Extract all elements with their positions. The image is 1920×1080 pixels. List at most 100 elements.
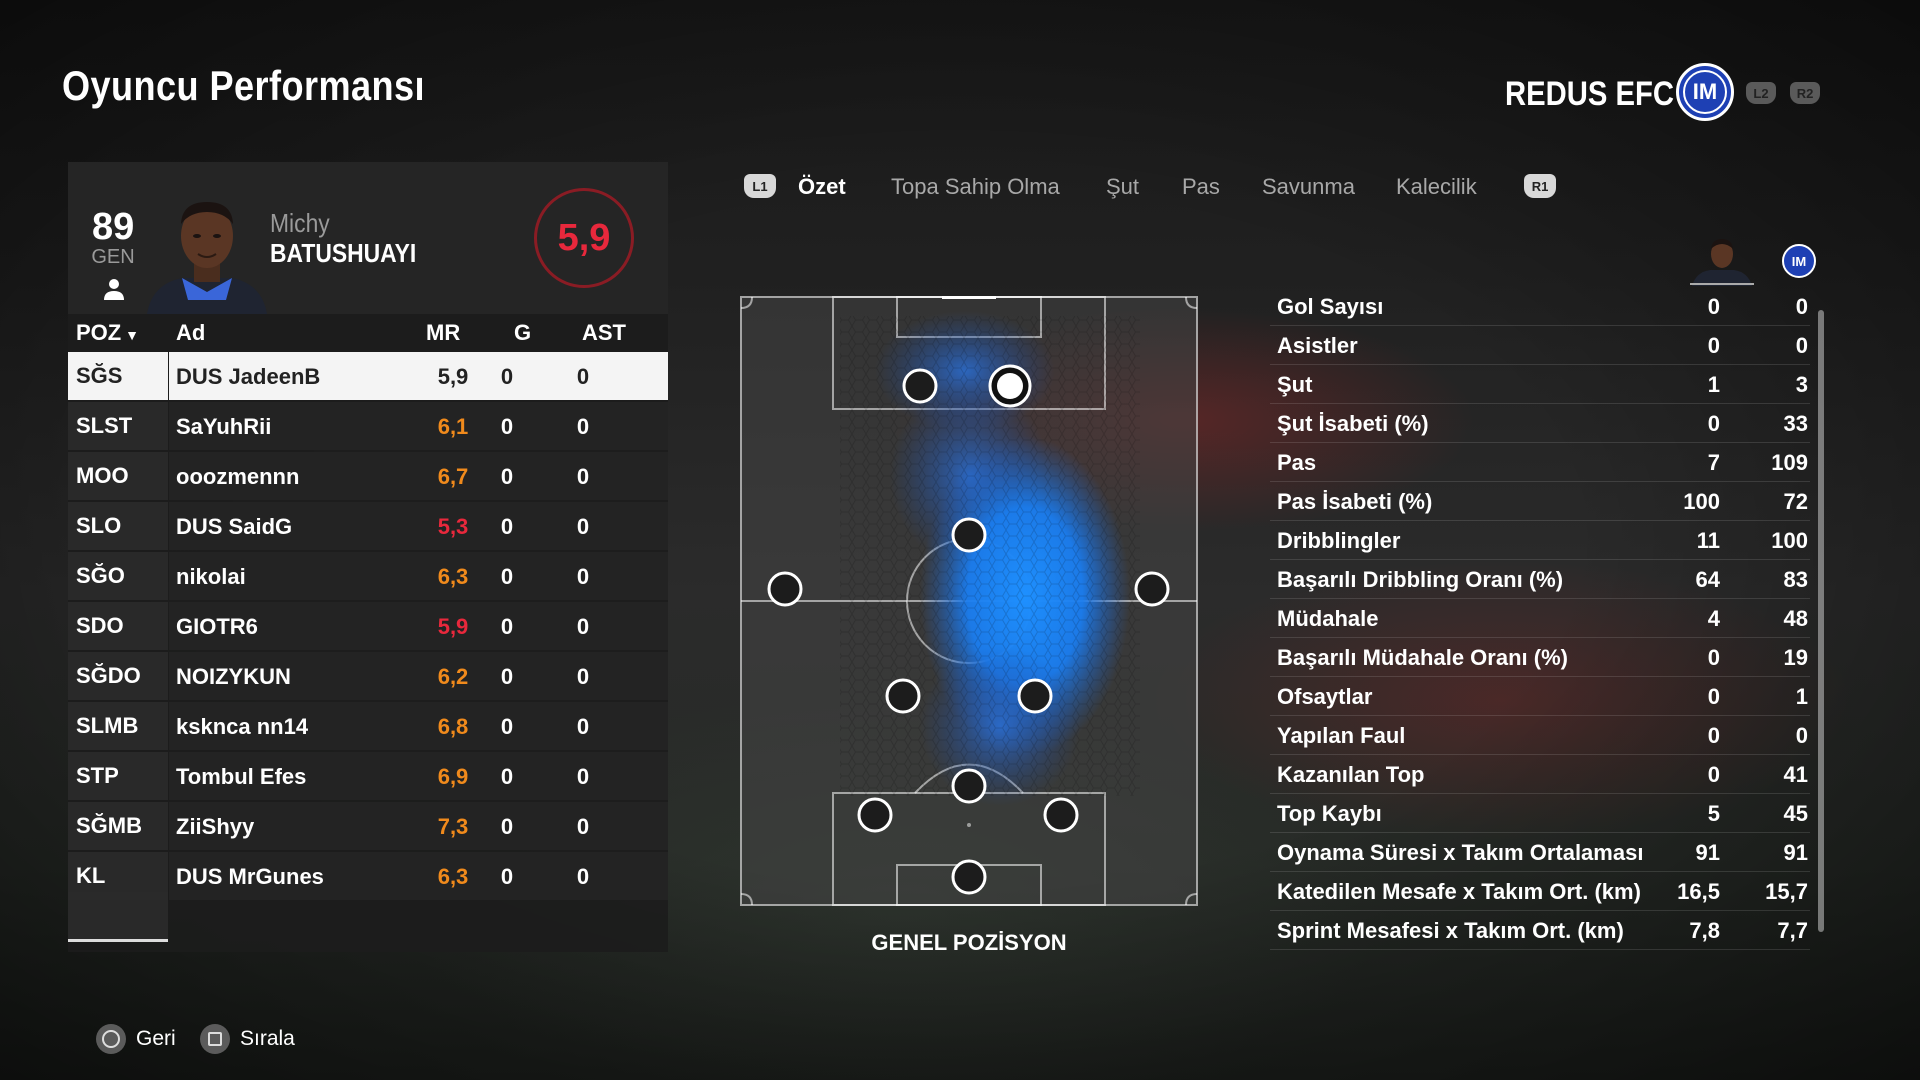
row-assists: 0 (576, 464, 590, 489)
row-goals: 0 (500, 564, 514, 589)
row-goals: 0 (500, 714, 514, 739)
table-row[interactable]: SDO GIOTR6 5,9 0 0 (68, 602, 668, 651)
row-player-name: NOIZYKUN (176, 664, 291, 689)
table-row[interactable]: STP Tombul Efes 6,9 0 0 (68, 752, 668, 801)
row-position: SĞO (68, 552, 168, 600)
row-assists: 0 (576, 664, 590, 689)
row-name-cell (169, 402, 668, 450)
row-name-cell (169, 652, 668, 700)
stat-team-value: 45 (1783, 801, 1808, 826)
stat-label: Pas İsabeti (%) (1277, 489, 1433, 514)
stats-scrollbar[interactable] (1818, 310, 1824, 932)
table-row[interactable]: SĞS DUS JadeenB 5,9 0 0 (68, 352, 668, 401)
row-player-name: ZiiShyy (176, 814, 255, 839)
back-button[interactable]: Geri (96, 1024, 176, 1054)
row-position: SLO (68, 502, 168, 550)
stat-team-value: 109 (1771, 450, 1808, 475)
row-position: SĞDO (68, 652, 168, 700)
table-row[interactable]: KL DUS MrGunes 6,3 0 0 (68, 852, 668, 901)
stat-team-value: 41 (1783, 762, 1808, 787)
stat-team-value: 7,7 (1777, 918, 1808, 943)
tab-kalecilik[interactable]: Kalecilik (1396, 174, 1477, 199)
stat-team-value: 3 (1795, 372, 1808, 397)
stat-player-value: 0 (1707, 684, 1720, 709)
stat-list: Gol Sayısı 0 0 Asistler 0 0 Şut 1 3 Şut İsabeti (… (1270, 287, 1810, 950)
row-match-rating: 6,2 (437, 664, 469, 689)
r1-button[interactable]: R1 (1524, 174, 1556, 198)
row-name-cell (169, 702, 668, 750)
circle-button-icon (96, 1024, 126, 1054)
row-match-rating: 5,3 (437, 514, 469, 539)
header-name[interactable]: Ad (176, 320, 206, 345)
stat-row: Katedilen Mesafe x Takım Ort. (km) 16,5 15… (1270, 872, 1810, 911)
team-badge-letters: IM (1683, 70, 1727, 114)
stat-row: Ofsaytlar 0 1 (1270, 677, 1810, 716)
sort-button[interactable]: Sırala (200, 1024, 295, 1054)
stat-player-value: 64 (1695, 567, 1720, 592)
header-pos[interactable]: POZ ▼ (76, 320, 139, 345)
table-row[interactable]: SLST SaYuhRii 6,1 0 0 (68, 402, 668, 451)
table-row[interactable]: MOO ooozmennn 6,7 0 0 (68, 452, 668, 501)
tab-savunma[interactable]: Savunma (1262, 174, 1355, 199)
stat-player-value: 0 (1707, 333, 1720, 358)
stat-team-value: 19 (1783, 645, 1808, 670)
stat-label: Müdahale (1277, 606, 1379, 631)
tab-topa-sahip-olma[interactable]: Topa Sahip Olma (891, 174, 1060, 199)
stat-label: Dribblingler (1277, 528, 1401, 553)
position-heatmap (740, 296, 1198, 906)
table-row[interactable]: SLMB ksknca nn14 6,8 0 0 (68, 702, 668, 751)
row-name-cell (169, 852, 668, 900)
row-match-rating: 6,7 (437, 464, 469, 489)
stat-player-value: 4 (1707, 606, 1720, 631)
stat-label: Sprint Mesafesi x Takım Ort. (km) (1277, 918, 1624, 943)
row-goals: 0 (500, 664, 514, 689)
table-row[interactable]: SĞMB ZiiShyy 7,3 0 0 (68, 802, 668, 851)
stat-player-value: 11 (1696, 528, 1720, 553)
stat-row: Asistler 0 0 (1270, 326, 1810, 365)
header-mr[interactable]: MR (426, 320, 461, 345)
player-header: 89 GEN Michy BATUSHUAYI 5,9 (68, 162, 668, 314)
l1-button[interactable]: L1 (744, 174, 776, 198)
team-column-icon: IM (1782, 244, 1816, 278)
stat-team-value: 1 (1795, 684, 1808, 709)
stat-label: Top Kaybı (1277, 801, 1382, 826)
stat-player-value: 0 (1707, 762, 1720, 787)
tab-pas[interactable]: Pas (1182, 174, 1220, 199)
stat-row: Oynama Süresi x Takım Ortalaması 91 91 (1270, 833, 1810, 872)
stat-row: Kazanılan Top 0 41 (1270, 755, 1810, 794)
table-row[interactable]: SĞO nikolai 6,3 0 0 (68, 552, 668, 601)
row-player-name: Tombul Efes (176, 764, 307, 789)
player-overall: 89 (92, 206, 135, 248)
row-match-rating: 6,3 (437, 864, 469, 889)
header-ast[interactable]: AST (582, 320, 626, 345)
row-position: STP (68, 752, 168, 800)
row-name-cell (169, 552, 668, 600)
table-row[interactable]: SĞDO NOIZYKUN 6,2 0 0 (68, 652, 668, 701)
stat-row: Sprint Mesafesi x Takım Ort. (km) 7,8 7,7 (1270, 911, 1810, 950)
stat-team-value: 0 (1795, 333, 1808, 358)
row-position: SDO (68, 602, 168, 650)
tab-sut[interactable]: Şut (1106, 174, 1140, 199)
row-name-cell (169, 602, 668, 650)
stat-player-value: 7,8 (1689, 918, 1720, 943)
stat-player-value: 0 (1707, 411, 1720, 436)
stat-row: Başarılı Müdahale Oranı (%) 0 19 (1270, 638, 1810, 677)
sort-down-icon: ▼ (121, 327, 139, 343)
stat-player-value: 0 (1707, 723, 1720, 748)
r2-button[interactable]: R2 (1790, 82, 1820, 104)
row-player-name: DUS JadeenB (176, 364, 321, 389)
tab-ozet[interactable]: Özet (798, 174, 846, 199)
row-position: SLMB (68, 702, 168, 750)
player-last-name: BATUSHUAYI (270, 238, 417, 268)
stat-label: Başarılı Müdahale Oranı (%) (1277, 645, 1568, 670)
stat-team-value: 48 (1783, 606, 1808, 631)
header-g[interactable]: G (514, 320, 532, 345)
table-row[interactable]: SLO DUS SaidG 5,3 0 0 (68, 502, 668, 551)
stat-player-value: 16,5 (1677, 879, 1720, 904)
stat-player-value: 7 (1707, 450, 1720, 475)
row-assists: 0 (576, 564, 590, 589)
stat-row: Gol Sayısı 0 0 (1270, 287, 1810, 326)
stat-row: Yapılan Faul 0 0 (1270, 716, 1810, 755)
row-goals: 0 (500, 514, 514, 539)
l2-button[interactable]: L2 (1746, 82, 1776, 104)
